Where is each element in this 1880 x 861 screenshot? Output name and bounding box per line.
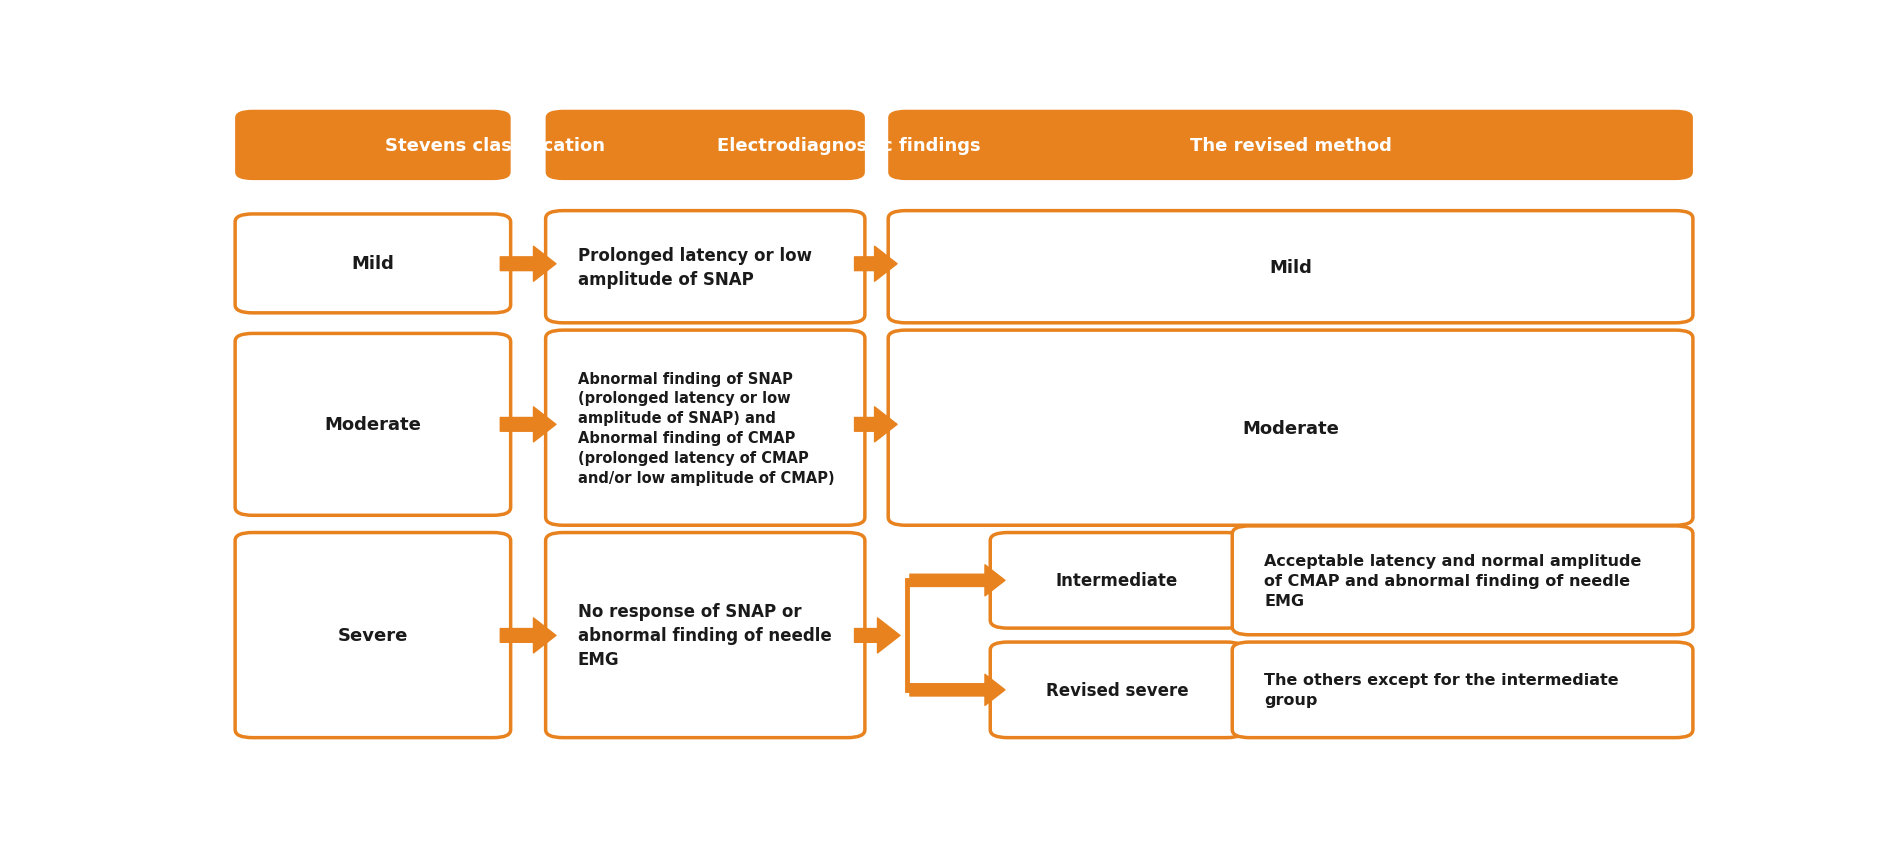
Text: Mild: Mild <box>352 255 395 273</box>
FancyBboxPatch shape <box>545 110 865 181</box>
Text: Moderate: Moderate <box>1241 419 1339 437</box>
Text: Abnormal finding of SNAP
(prolonged latency or low
amplitude of SNAP) and
Abnorm: Abnormal finding of SNAP (prolonged late… <box>577 371 835 485</box>
FancyBboxPatch shape <box>235 334 509 516</box>
Text: Revised severe: Revised severe <box>1045 681 1188 699</box>
FancyBboxPatch shape <box>887 331 1692 525</box>
FancyBboxPatch shape <box>1231 526 1692 635</box>
Text: The others except for the intermediate
group: The others except for the intermediate g… <box>1263 672 1619 708</box>
FancyBboxPatch shape <box>989 533 1243 629</box>
Text: Acceptable latency and normal amplitude
of CMAP and abnormal finding of needle
E: Acceptable latency and normal amplitude … <box>1263 554 1641 608</box>
Text: Intermediate: Intermediate <box>1055 572 1177 590</box>
FancyBboxPatch shape <box>545 331 865 525</box>
FancyBboxPatch shape <box>235 533 509 738</box>
Text: Moderate: Moderate <box>323 416 421 434</box>
Text: Mild: Mild <box>1269 258 1310 276</box>
FancyBboxPatch shape <box>1231 642 1692 738</box>
FancyBboxPatch shape <box>235 110 509 181</box>
FancyBboxPatch shape <box>235 214 509 313</box>
FancyBboxPatch shape <box>545 212 865 324</box>
Text: The revised method: The revised method <box>1188 137 1391 155</box>
Text: Prolonged latency or low
amplitude of SNAP: Prolonged latency or low amplitude of SN… <box>577 246 812 288</box>
Text: No response of SNAP or
abnormal finding of needle
EMG: No response of SNAP or abnormal finding … <box>577 603 831 668</box>
FancyBboxPatch shape <box>887 110 1692 181</box>
FancyBboxPatch shape <box>989 642 1243 738</box>
Text: Severe: Severe <box>338 626 408 644</box>
Text: Stevens classification: Stevens classification <box>384 137 603 155</box>
FancyBboxPatch shape <box>887 212 1692 324</box>
FancyBboxPatch shape <box>545 533 865 738</box>
Text: Electrodiagnostic findings: Electrodiagnostic findings <box>716 137 979 155</box>
